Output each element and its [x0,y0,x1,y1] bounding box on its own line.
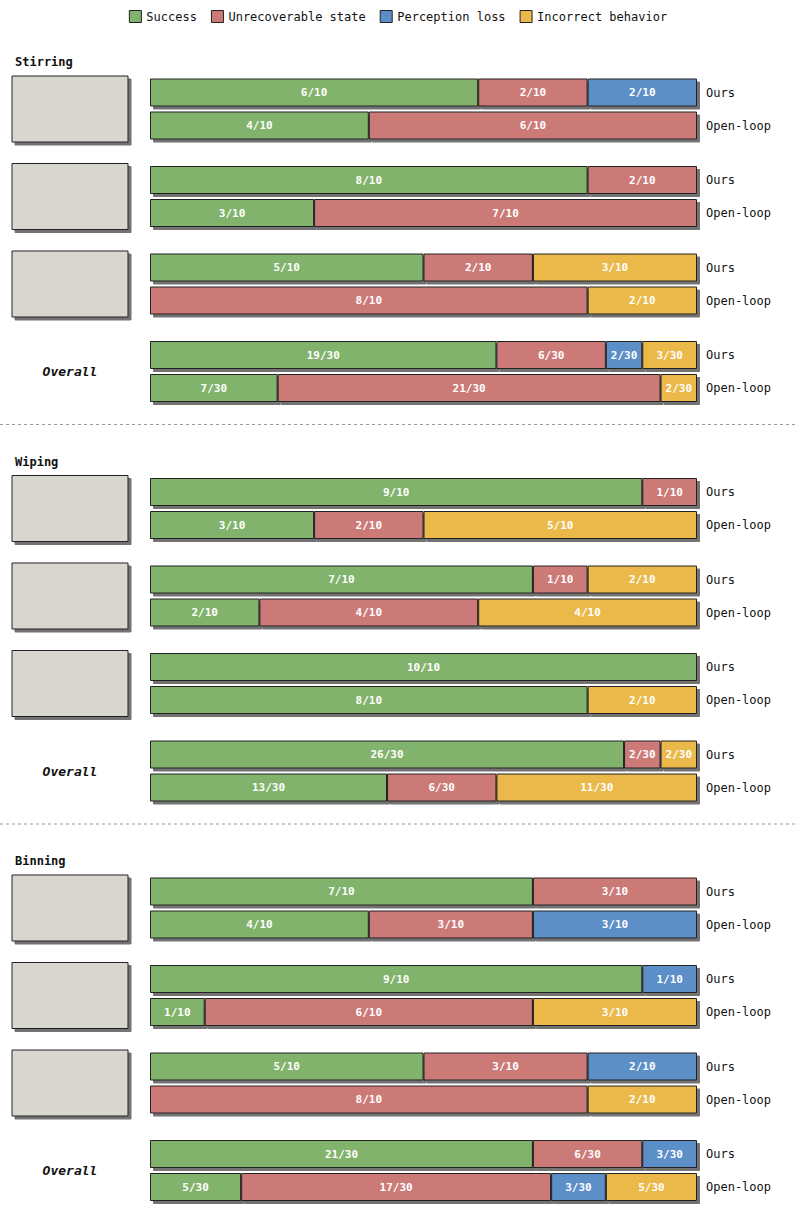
svg-text:Overall: Overall [43,1163,98,1178]
svg-text:3/10: 3/10 [219,207,246,220]
svg-text:Open-loop: Open-loop [706,381,771,395]
svg-text:3/30: 3/30 [656,349,683,362]
svg-text:Ours: Ours [706,885,735,899]
svg-text:1/10: 1/10 [656,486,683,499]
svg-text:Ours: Ours [706,86,735,100]
svg-text:2/10: 2/10 [465,261,492,274]
svg-text:2/10: 2/10 [520,86,547,99]
svg-text:Open-loop: Open-loop [706,781,771,795]
svg-text:3/10: 3/10 [602,918,629,931]
svg-text:4/10: 4/10 [246,918,273,931]
svg-text:21/30: 21/30 [325,1148,358,1161]
svg-text:2/30: 2/30 [611,349,638,362]
svg-text:6/30: 6/30 [574,1148,601,1161]
svg-text:Ours: Ours [706,173,735,187]
svg-text:3/10: 3/10 [219,519,246,532]
svg-text:Ours: Ours [706,573,735,587]
svg-text:2/10: 2/10 [629,294,656,307]
svg-text:6/10: 6/10 [301,86,328,99]
svg-text:11/30: 11/30 [580,781,613,794]
svg-text:6/10: 6/10 [356,1006,383,1019]
svg-text:Open-loop: Open-loop [706,1180,771,1194]
svg-text:9/10: 9/10 [383,973,410,986]
svg-text:3/10: 3/10 [602,261,629,274]
svg-text:21/30: 21/30 [453,382,486,395]
svg-text:7/10: 7/10 [328,885,355,898]
svg-text:Ours: Ours [706,1147,735,1161]
svg-text:2/10: 2/10 [191,606,218,619]
svg-text:1/10: 1/10 [656,973,683,986]
svg-text:19/30: 19/30 [307,349,340,362]
svg-text:3/10: 3/10 [602,1006,629,1019]
svg-text:6/10: 6/10 [520,119,547,132]
svg-text:5/10: 5/10 [274,1060,301,1073]
svg-text:2/10: 2/10 [629,694,656,707]
svg-text:3/30: 3/30 [565,1181,592,1194]
svg-text:2/10: 2/10 [629,573,656,586]
svg-text:Ours: Ours [706,485,735,499]
svg-text:5/30: 5/30 [638,1181,665,1194]
svg-text:9/10: 9/10 [383,486,410,499]
svg-text:3/10: 3/10 [438,918,465,931]
svg-text:5/10: 5/10 [547,519,574,532]
svg-text:Ours: Ours [706,972,735,986]
svg-text:Overall: Overall [43,364,98,379]
svg-text:3/10: 3/10 [602,885,629,898]
svg-text:8/10: 8/10 [356,1093,383,1106]
svg-text:8/10: 8/10 [356,294,383,307]
svg-text:3/30: 3/30 [656,1148,683,1161]
svg-text:Ours: Ours [706,748,735,762]
svg-text:Perception loss: Perception loss [397,10,505,24]
svg-text:Wiping: Wiping [15,455,58,469]
svg-text:Open-loop: Open-loop [706,693,771,707]
svg-text:4/10: 4/10 [356,606,383,619]
svg-text:4/10: 4/10 [246,119,273,132]
svg-text:Overall: Overall [43,764,98,779]
svg-text:6/30: 6/30 [428,781,455,794]
svg-text:2/30: 2/30 [666,382,693,395]
svg-text:Open-loop: Open-loop [706,1093,771,1107]
svg-text:Open-loop: Open-loop [706,606,771,620]
svg-text:Incorrect behavior: Incorrect behavior [537,10,667,24]
svg-text:Ours: Ours [706,261,735,275]
svg-text:2/10: 2/10 [629,1093,656,1106]
svg-text:3/10: 3/10 [492,1060,519,1073]
svg-text:6/30: 6/30 [538,349,565,362]
svg-text:Binning: Binning [15,854,66,868]
svg-text:5/30: 5/30 [182,1181,209,1194]
svg-text:Open-loop: Open-loop [706,1005,771,1019]
svg-text:2/10: 2/10 [356,519,383,532]
svg-text:Ours: Ours [706,1060,735,1074]
svg-text:Open-loop: Open-loop [706,119,771,133]
svg-text:Ours: Ours [706,660,735,674]
svg-text:1/10: 1/10 [164,1006,191,1019]
svg-text:Open-loop: Open-loop [706,294,771,308]
svg-text:2/30: 2/30 [629,748,656,761]
svg-text:8/10: 8/10 [356,174,383,187]
svg-text:7/30: 7/30 [201,382,228,395]
svg-text:Open-loop: Open-loop [706,518,771,532]
svg-text:26/30: 26/30 [370,748,403,761]
svg-text:2/30: 2/30 [666,748,693,761]
svg-text:Open-loop: Open-loop [706,918,771,932]
svg-text:17/30: 17/30 [380,1181,413,1194]
svg-text:4/10: 4/10 [574,606,601,619]
svg-text:2/10: 2/10 [629,86,656,99]
svg-text:7/10: 7/10 [492,207,519,220]
svg-text:Success: Success [146,10,197,24]
svg-text:1/10: 1/10 [547,573,574,586]
svg-text:Open-loop: Open-loop [706,206,771,220]
svg-text:Unrecoverable state: Unrecoverable state [228,10,365,24]
svg-text:Ours: Ours [706,348,735,362]
svg-text:2/10: 2/10 [629,1060,656,1073]
svg-text:13/30: 13/30 [252,781,285,794]
svg-text:10/10: 10/10 [407,661,440,674]
svg-text:8/10: 8/10 [356,694,383,707]
svg-text:7/10: 7/10 [328,573,355,586]
svg-text:2/10: 2/10 [629,174,656,187]
svg-text:Stirring: Stirring [15,55,73,69]
svg-text:5/10: 5/10 [274,261,301,274]
